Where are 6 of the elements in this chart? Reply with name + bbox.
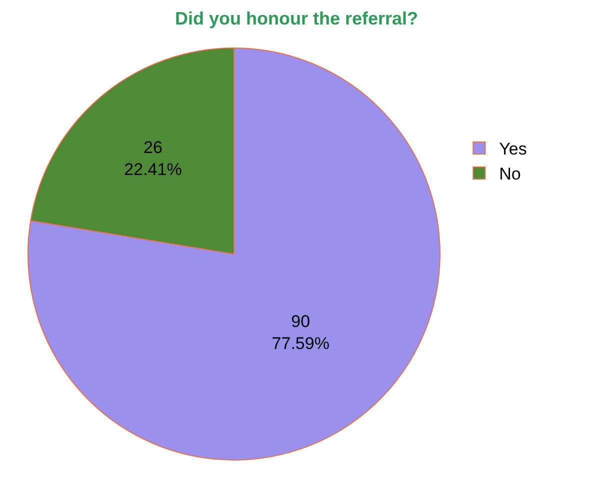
- pie-slice: [28, 48, 440, 460]
- chart-title: Did you honour the referral?: [174, 8, 418, 29]
- data-label: 90 77.59%: [272, 312, 330, 354]
- legend-label: No: [499, 164, 521, 184]
- legend-label: Yes: [499, 140, 527, 159]
- data-label: 26 22.41%: [124, 138, 182, 180]
